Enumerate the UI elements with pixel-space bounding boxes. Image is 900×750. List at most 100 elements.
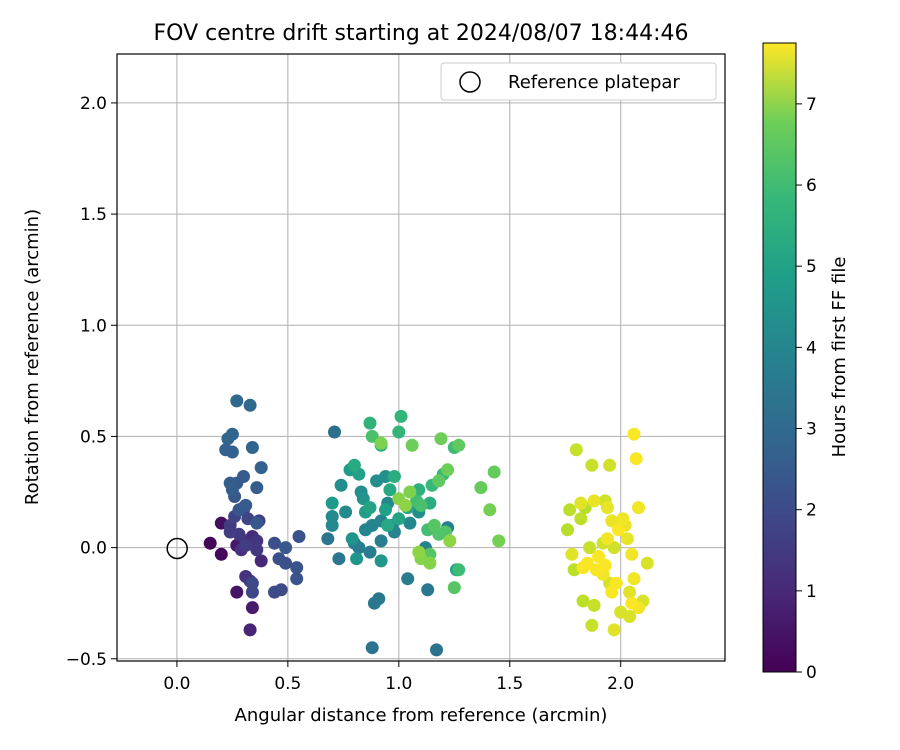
scatter-point bbox=[214, 547, 228, 561]
scatter-point bbox=[225, 483, 239, 497]
scatter-point bbox=[387, 470, 401, 483]
scatter-point bbox=[325, 510, 339, 523]
scatter-point bbox=[379, 470, 392, 483]
scatter-point bbox=[627, 427, 641, 441]
scatter-point bbox=[245, 441, 259, 454]
scatter-point bbox=[585, 618, 599, 632]
scatter-point bbox=[245, 585, 259, 599]
legend-marker-icon bbox=[459, 71, 481, 93]
scatter-point bbox=[203, 536, 217, 550]
plot-frame bbox=[116, 53, 726, 662]
scatter-point bbox=[290, 561, 304, 575]
scatter-point bbox=[623, 610, 637, 623]
legend-label: Reference platepar bbox=[508, 72, 680, 93]
y-tick-label: 1.5 bbox=[80, 205, 107, 225]
y-tick-label: 0.0 bbox=[80, 539, 107, 559]
scatter-point bbox=[592, 550, 605, 563]
scatter-point bbox=[239, 538, 253, 552]
scatter-point bbox=[230, 394, 244, 408]
scatter-point bbox=[365, 429, 379, 443]
scatter-point bbox=[379, 503, 392, 517]
scatter-point bbox=[598, 558, 612, 572]
colorbar-tick-label: 1 bbox=[806, 582, 817, 602]
x-tick-label: 0.5 bbox=[274, 674, 301, 694]
scatter-point bbox=[363, 501, 377, 515]
scatter-point bbox=[405, 438, 419, 452]
colorbar-tick-label: 6 bbox=[806, 176, 817, 196]
scatter-point bbox=[243, 623, 257, 637]
scatter-point bbox=[487, 465, 501, 479]
scatter-point bbox=[430, 643, 443, 657]
colorbar-tick-label: 4 bbox=[806, 338, 817, 358]
scatter-point bbox=[565, 547, 579, 561]
colorbar-label: Hours from first FF file bbox=[829, 257, 850, 458]
scatter-point bbox=[250, 534, 264, 548]
scatter-point bbox=[221, 432, 235, 446]
scatter-point bbox=[441, 463, 455, 477]
scatter-point bbox=[474, 481, 488, 495]
scatter-point bbox=[350, 552, 364, 566]
scatter-point bbox=[219, 443, 233, 457]
scatter-point bbox=[365, 641, 379, 655]
scatter-point bbox=[345, 532, 359, 546]
scatter-point bbox=[620, 532, 634, 546]
scatter-point bbox=[421, 583, 435, 597]
chart-title: FOV centre drift starting at 2024/08/07 … bbox=[154, 21, 689, 46]
scatter-point bbox=[274, 583, 288, 597]
scatter-point bbox=[627, 572, 641, 586]
scatter-point bbox=[561, 523, 574, 537]
scatter-point bbox=[374, 554, 388, 568]
scatter-point bbox=[381, 518, 395, 532]
scatter-points bbox=[203, 394, 654, 657]
scatter-point bbox=[254, 554, 268, 568]
scatter-point bbox=[443, 534, 457, 548]
scatter-point bbox=[434, 432, 448, 446]
colorbar-tick-label: 2 bbox=[806, 501, 817, 521]
scatter-point bbox=[250, 543, 264, 557]
grid bbox=[117, 54, 725, 661]
scatter-point bbox=[374, 534, 388, 548]
scatter-point bbox=[412, 545, 426, 559]
scatter-point bbox=[432, 474, 446, 488]
scatter-point bbox=[245, 601, 259, 615]
scatter-point bbox=[321, 532, 335, 546]
scatter-point bbox=[603, 458, 617, 472]
scatter-point bbox=[452, 563, 466, 577]
scatter-point bbox=[243, 398, 257, 412]
scatter-point bbox=[447, 581, 461, 595]
scatter-point bbox=[334, 478, 348, 492]
colorbar-gradient bbox=[762, 42, 797, 673]
x-tick-label: 1.0 bbox=[385, 674, 412, 694]
scatter-point bbox=[452, 438, 466, 452]
scatter-point bbox=[254, 461, 268, 475]
scatter-point bbox=[427, 518, 441, 532]
y-tick-label: −0.5 bbox=[66, 650, 107, 670]
x-axis-label: Angular distance from reference (arcmin) bbox=[235, 705, 608, 726]
scatter-point bbox=[605, 585, 619, 599]
scatter-point bbox=[268, 536, 281, 550]
scatter-point bbox=[576, 594, 590, 608]
y-tick-label: 0.5 bbox=[80, 427, 107, 447]
scatter-point bbox=[600, 532, 614, 546]
x-tick-label: 2.0 bbox=[607, 674, 634, 694]
x-tick-label: 0.0 bbox=[163, 674, 190, 694]
scatter-point bbox=[374, 436, 388, 450]
scatter-point bbox=[403, 485, 417, 499]
scatter-point bbox=[272, 552, 286, 566]
scatter-point bbox=[237, 470, 250, 483]
scatter-point bbox=[623, 585, 637, 599]
scatter-point bbox=[363, 416, 377, 430]
y-tick-label: 1.0 bbox=[80, 316, 107, 336]
scatter-point bbox=[574, 512, 588, 526]
scatter-point bbox=[492, 534, 506, 548]
scatter-point bbox=[401, 572, 415, 586]
scatter-point bbox=[339, 505, 353, 519]
scatter-point bbox=[483, 503, 497, 517]
x-tick-label: 1.5 bbox=[496, 674, 523, 694]
scatter-point bbox=[403, 516, 417, 530]
scatter-point bbox=[325, 518, 339, 532]
scatter-point bbox=[230, 585, 244, 599]
scatter-point bbox=[632, 501, 645, 515]
scatter-point bbox=[563, 503, 577, 517]
scatter-point bbox=[372, 592, 386, 606]
